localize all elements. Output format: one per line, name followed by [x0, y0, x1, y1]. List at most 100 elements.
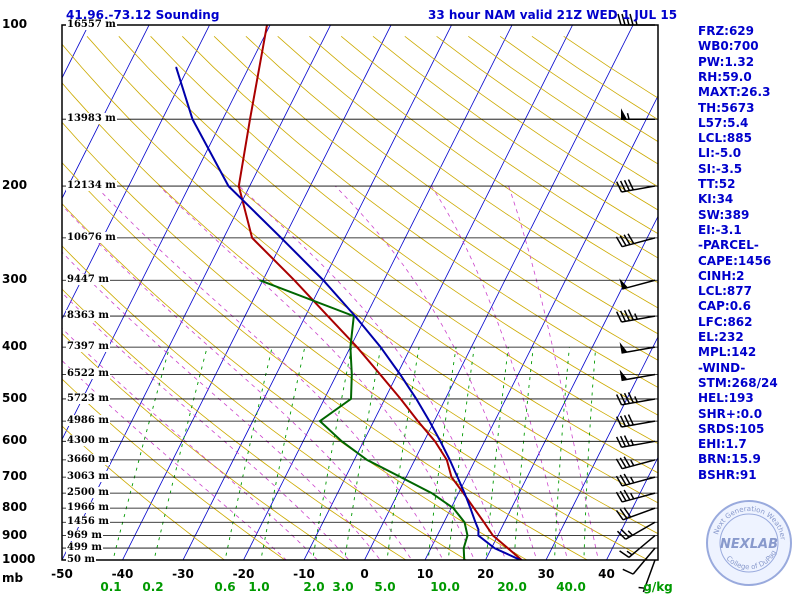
index-item: SI:-3.5 — [698, 161, 743, 176]
index-item: EHI:1.7 — [698, 437, 747, 452]
isotherm — [606, 456, 658, 560]
temperature-point — [473, 507, 475, 510]
mixing-ratio-line — [427, 347, 457, 560]
isotherm — [62, 25, 211, 320]
dry-adiabat — [118, 36, 658, 445]
temperature-point — [327, 315, 329, 317]
logo-text: NEXLAB — [720, 537, 778, 552]
wind-barb — [622, 547, 656, 575]
mixing-ratio-label: 0.6 — [214, 580, 236, 594]
dewpoint-point — [349, 346, 352, 348]
parcel-point — [456, 476, 459, 478]
index-item: KI:34 — [698, 192, 734, 207]
temperature-point — [492, 534, 494, 537]
index-item: SHR+:0.0 — [698, 406, 763, 421]
dry-adiabat — [309, 35, 658, 284]
wind-barb — [615, 392, 656, 406]
pressure-tick-label: 500 — [2, 390, 28, 405]
mixing-ratio-line — [513, 347, 534, 560]
index-item: TT:52 — [698, 177, 736, 191]
pressure-tick-label: 200 — [2, 178, 28, 193]
wind-barb — [619, 369, 656, 382]
index-item: TH:5673 — [698, 100, 755, 115]
temperature-point — [417, 420, 419, 422]
index-item: BSHR:91 — [698, 467, 757, 482]
temperature-tick-label: -10 — [293, 567, 315, 581]
index-item: LI:-5.0 — [698, 146, 742, 161]
wind-barb — [619, 342, 656, 354]
pressure-tick-label: 900 — [2, 527, 28, 542]
temperature-tick-label: 20 — [477, 567, 494, 581]
height-label: 1456 m — [66, 516, 110, 528]
isotherm — [424, 94, 658, 560]
dewpoint-point — [259, 279, 261, 282]
index-item: SW:389 — [698, 207, 750, 222]
temperature-tick-label: 30 — [537, 567, 555, 581]
isotherm — [62, 25, 150, 200]
dry-adiabat — [62, 332, 347, 560]
parcel-line — [175, 67, 523, 560]
height-label: 50 m — [66, 554, 96, 565]
mixing-ratio-line — [344, 347, 382, 560]
height-label: 9447 m — [66, 274, 110, 286]
height-label: 3660 m — [66, 453, 110, 465]
index-item: LCL:885 — [698, 131, 752, 146]
parcel-point — [493, 547, 496, 549]
wind-barb — [615, 489, 656, 503]
parcel-point — [399, 373, 402, 376]
dry-adiabat — [62, 43, 658, 504]
parcel-point — [469, 507, 472, 510]
moist-adiabat — [62, 360, 287, 560]
station-title: 41.96,-73.12 Sounding — [66, 8, 220, 22]
mixing-ratio-label: 3.0 — [332, 580, 354, 594]
parcel-point — [474, 521, 477, 523]
height-label: 4300 m — [66, 435, 110, 447]
parcel-point — [415, 398, 418, 400]
temperature-point — [483, 521, 485, 523]
dry-adiabat — [62, 203, 528, 560]
dry-adiabat — [150, 36, 658, 416]
dewpoint-point — [431, 492, 433, 495]
height-label: 12134 m — [66, 180, 117, 192]
dry-adiabat — [62, 425, 226, 560]
index-item: -PARCEL- — [698, 238, 759, 253]
height-label: 6522 m — [66, 368, 110, 380]
index-item: CINH:2 — [698, 268, 745, 283]
mixing-ratio-line — [447, 347, 475, 560]
profile-lines — [175, 25, 524, 560]
dry-adiabat — [245, 36, 658, 335]
temperature-tick-label: -20 — [232, 567, 255, 581]
isotherm — [243, 25, 513, 560]
moist-adiabat — [238, 185, 507, 560]
temperature-point — [379, 373, 382, 376]
nexlab-logo: Next Generation Weather Lab College of D… — [704, 498, 792, 586]
dewpoint-point — [462, 547, 465, 549]
mixing-ratio-line — [312, 347, 353, 560]
moist-adiabat — [431, 185, 569, 560]
mixing-ratio-line — [554, 347, 570, 560]
moist-adiabat — [159, 185, 476, 560]
temperature-point — [293, 279, 296, 282]
plot-frame — [61, 24, 659, 561]
dry-adiabat — [62, 162, 589, 560]
moist-adiabat — [335, 185, 538, 560]
height-label: 5723 m — [66, 392, 110, 404]
pressure-tick-label: 600 — [2, 433, 28, 448]
temperature-point — [446, 459, 448, 461]
parcel-point — [175, 66, 177, 69]
chart-grid — [62, 25, 658, 560]
index-item: HEL:193 — [698, 391, 754, 406]
mixing-ratio-label: 20.0 — [497, 580, 527, 594]
parcel-point — [322, 279, 325, 282]
moist-adiabat — [62, 204, 413, 560]
mixing-ratio-label: 5.0 — [374, 580, 396, 594]
valid-time: 33 hour NAM valid 21Z WED 1 JUL 15 — [428, 8, 678, 22]
wind-barb — [615, 309, 656, 323]
wind-barb — [616, 521, 656, 540]
mixing-ratio-label: 10.0 — [430, 580, 460, 594]
parcel-point — [354, 315, 356, 317]
temperature-point — [507, 547, 509, 549]
moist-adiabat — [62, 327, 319, 560]
isotherm — [182, 25, 453, 560]
height-label: 7397 m — [66, 341, 110, 353]
